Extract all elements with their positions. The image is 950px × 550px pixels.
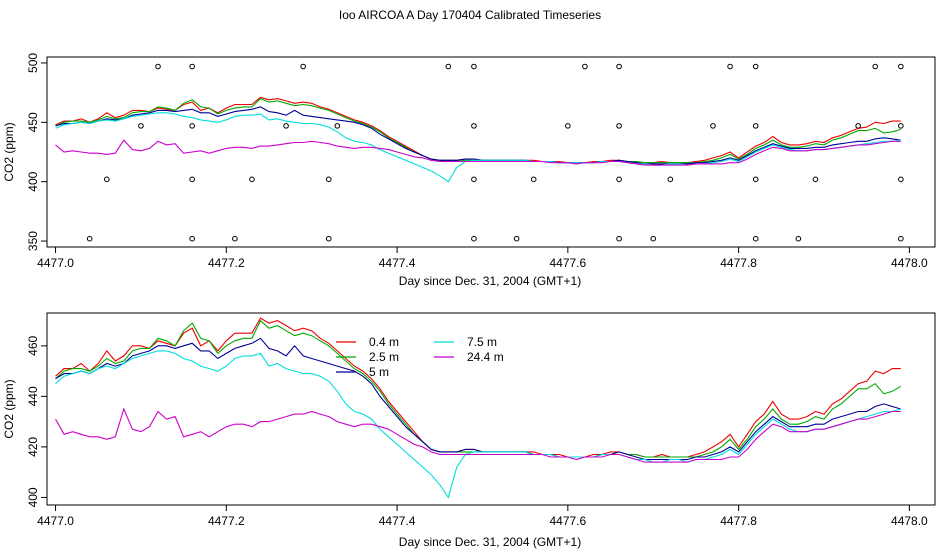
top-x-tick-label: 4477.0 [37, 256, 74, 270]
calibration-point [300, 63, 306, 70]
calibration-point [86, 235, 93, 242]
bottom-y-tick-label: 460 [26, 336, 40, 356]
calibration-point [103, 176, 110, 183]
calibration-point [616, 123, 622, 129]
top-y-tick-label: 400 [26, 171, 40, 191]
bottom-plot-frame [46, 312, 936, 506]
calibration-point [565, 123, 571, 129]
calibration-point [727, 63, 733, 70]
calibration-point [325, 176, 332, 183]
calibration-point [283, 123, 289, 129]
top-series-line-2-5-m [55, 97, 901, 164]
calibration-point [530, 176, 537, 183]
top-x-tick-label: 4477.2 [208, 256, 245, 270]
calibration-point [898, 123, 904, 129]
calibration-point [189, 123, 195, 129]
calibration-point [334, 123, 341, 129]
top-series-line-7-5-m [55, 112, 901, 183]
calibration-point [445, 63, 452, 70]
top-x-axis-label: Day since Dec. 31, 2004 (GMT+1) [399, 274, 581, 288]
top-y-axis-label: CO2 (ppm) [2, 122, 16, 181]
calibration-point [752, 235, 759, 242]
calibration-point [155, 63, 161, 70]
calibration-point [872, 63, 879, 70]
top-series-line-5-m [55, 106, 901, 165]
calibration-point [471, 235, 477, 242]
bottom-y-axis-label: CO2 (ppm) [2, 379, 16, 438]
calibration-point [471, 176, 477, 183]
calibration-point [471, 123, 477, 129]
calibration-point [616, 176, 622, 183]
bottom-y-tick-label: 400 [26, 487, 40, 507]
top-x-tick-label: 4477.8 [720, 256, 757, 270]
legend-label: 0.4 m [369, 335, 399, 349]
bottom-y-tick-label: 440 [26, 386, 40, 406]
calibration-point [616, 235, 622, 242]
calibration-point [513, 235, 520, 242]
top-x-tick-label: 4477.6 [549, 256, 586, 270]
top-plot-frame [46, 56, 936, 248]
calibration-point [898, 63, 904, 70]
calibration-point [667, 176, 674, 183]
bottom-axes: 4477.0 4477.2 4477.4 4477.6 4477.8 4478.0 400 4… [26, 336, 928, 528]
bottom-plot-marks [55, 317, 902, 499]
legend-label: 5 m [369, 365, 389, 379]
legend-label: 2.5 m [369, 350, 399, 364]
bottom-chart-panel: 4477.0 4477.2 4477.4 4477.6 4477.8 4478.0 400 4… [2, 312, 936, 549]
calibration-point [898, 235, 904, 242]
calibration-point [471, 63, 477, 70]
top-chart-panel: 4477.0 4477.2 4477.4 4477.6 4477.8 4478.0 350 4… [2, 53, 936, 288]
calibration-point [752, 176, 759, 183]
calibration-point [189, 63, 195, 70]
bottom-x-tick-label: 4478.0 [891, 514, 928, 528]
calibration-point [189, 176, 195, 183]
calibration-point [189, 235, 195, 242]
bottom-x-tick-label: 4477.4 [379, 514, 416, 528]
calibration-point [232, 235, 238, 242]
top-x-tick-label: 4477.4 [379, 256, 416, 270]
calibration-point [812, 176, 819, 183]
bottom-series-line-24-4-m [55, 407, 901, 463]
top-axes: 4477.0 4477.2 4477.4 4477.6 4477.8 4478.0 350 4… [26, 53, 928, 270]
calibration-point [616, 63, 622, 70]
bottom-series-line-5-m [55, 337, 901, 461]
calibration-point [582, 63, 588, 70]
calibration-point [855, 123, 861, 129]
legend-label: 7.5 m [467, 335, 497, 349]
calibration-point [138, 123, 144, 129]
top-series-line-24-4-m [55, 139, 901, 166]
bottom-series-line-7-5-m [55, 350, 901, 499]
calibration-point [795, 235, 802, 242]
bottom-x-tick-label: 4477.6 [549, 514, 586, 528]
calibration-point [249, 176, 255, 183]
legend-label: 24.4 m [467, 350, 504, 364]
top-series-line-0-4-m [55, 96, 901, 164]
calibration-point [710, 123, 716, 129]
top-y-tick-label: 500 [26, 53, 40, 73]
figure-title: Ioo AIRCOA A Day 170404 Calibrated Times… [339, 8, 601, 22]
top-plot-marks [55, 63, 904, 242]
bottom-y-tick-label: 420 [26, 437, 40, 457]
calibration-point [325, 235, 332, 242]
bottom-x-axis-label: Day since Dec. 31, 2004 (GMT+1) [399, 535, 581, 549]
top-x-tick-label: 4478.0 [891, 256, 928, 270]
calibration-point [752, 123, 759, 129]
legend: 0.4 m2.5 m5 m 7.5 m24.4 m [336, 335, 504, 379]
top-y-tick-label: 450 [26, 112, 40, 132]
bottom-x-tick-label: 4477.0 [37, 514, 74, 528]
calibration-point [898, 176, 904, 183]
bottom-x-tick-label: 4477.2 [208, 514, 245, 528]
calibration-point [752, 63, 759, 70]
bottom-x-tick-label: 4477.8 [720, 514, 757, 528]
calibration-point [650, 235, 657, 242]
top-y-tick-label: 350 [26, 231, 40, 251]
